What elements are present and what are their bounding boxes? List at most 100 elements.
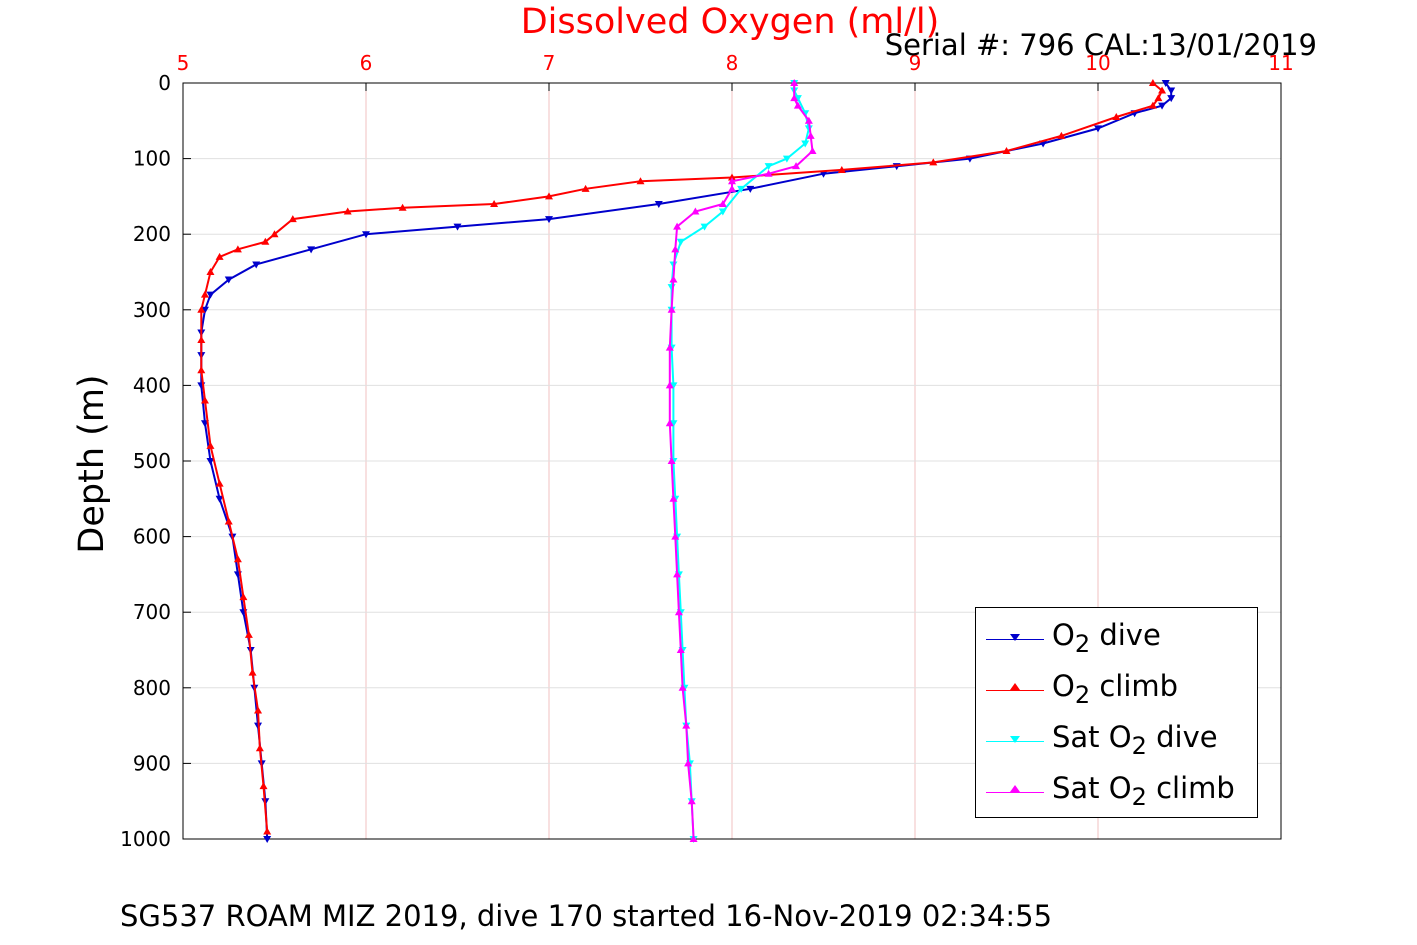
data-point xyxy=(288,215,297,223)
data-point xyxy=(837,165,846,173)
data-series xyxy=(197,79,1176,843)
data-point xyxy=(678,683,687,691)
chart-title: Dissolved Oxygen (ml/l) xyxy=(520,2,940,42)
y-tick-label: 200 xyxy=(133,222,171,246)
data-point xyxy=(215,495,224,503)
data-point xyxy=(233,555,242,563)
y-tick-label: 600 xyxy=(133,525,171,549)
data-point xyxy=(1112,113,1121,121)
legend-label: O2 dive xyxy=(1052,618,1161,658)
data-point xyxy=(669,420,678,428)
chart-subtitle: Serial #: 796 CAL:13/01/2019 xyxy=(884,28,1317,62)
data-point xyxy=(581,184,590,192)
data-point xyxy=(728,184,736,192)
data-point xyxy=(792,162,801,170)
legend-item: O2 dive xyxy=(976,612,1257,660)
y-axis-label: Depth (m) xyxy=(72,374,112,554)
data-point xyxy=(255,744,264,752)
data-point xyxy=(254,706,263,714)
y-tick-label: 400 xyxy=(133,373,171,397)
series-line xyxy=(200,82,1164,832)
y-axis-ticks: 0 100 200 300 400 500 600 700 800 900 1000 xyxy=(120,71,191,851)
data-point xyxy=(676,646,685,653)
data-point xyxy=(687,797,696,805)
data-point xyxy=(728,173,736,181)
data-point xyxy=(674,608,683,616)
data-point xyxy=(200,290,209,298)
y-tick-label: 100 xyxy=(133,147,171,171)
data-point xyxy=(263,827,272,835)
data-point xyxy=(259,782,268,790)
data-point xyxy=(669,382,678,390)
data-point xyxy=(215,252,224,260)
legend-item: Sat O2 dive xyxy=(976,714,1257,762)
legend-marker-icon xyxy=(1010,736,1020,743)
data-point xyxy=(801,140,810,148)
data-point xyxy=(343,207,352,215)
legend-marker-icon xyxy=(1010,634,1020,641)
legend-item: O2 climb xyxy=(976,663,1257,711)
y-tick-label: 900 xyxy=(133,751,171,775)
data-point xyxy=(252,261,261,269)
data-point xyxy=(790,79,799,86)
data-point xyxy=(667,284,676,292)
x-tick-label: 9 xyxy=(909,51,922,75)
data-point xyxy=(684,759,693,767)
data-point xyxy=(669,494,678,502)
series-group xyxy=(197,79,1167,835)
data-point xyxy=(654,200,663,208)
data-point xyxy=(718,199,727,207)
data-point xyxy=(691,207,700,215)
data-point xyxy=(200,396,209,404)
x-tick-label: 11 xyxy=(1268,51,1293,75)
y-tick-label: 700 xyxy=(133,600,171,624)
data-point xyxy=(673,570,682,578)
data-point xyxy=(673,222,682,230)
data-point xyxy=(206,268,215,275)
data-point xyxy=(545,216,553,224)
data-point xyxy=(453,223,462,231)
data-point xyxy=(362,231,370,239)
data-point xyxy=(244,630,253,638)
legend-label: O2 climb xyxy=(1052,669,1179,709)
data-point xyxy=(806,131,815,139)
data-point xyxy=(200,306,209,314)
data-point xyxy=(206,291,215,299)
data-point xyxy=(233,245,242,253)
legend-label: Sat O2 dive xyxy=(1052,720,1218,760)
data-point xyxy=(1167,87,1176,95)
data-point xyxy=(667,305,676,313)
data-point xyxy=(808,147,817,155)
data-point xyxy=(1148,79,1157,86)
data-point xyxy=(728,177,736,185)
data-point xyxy=(1161,80,1170,87)
data-point xyxy=(746,185,755,193)
series-group xyxy=(665,79,817,842)
x-axis-ticks: 5 6 7 8 9 10 11 xyxy=(177,51,1294,91)
legend-marker-icon xyxy=(1010,785,1020,792)
legend-label: Sat O2 climb xyxy=(1052,771,1235,811)
data-point xyxy=(764,169,773,177)
data-point xyxy=(197,366,206,374)
x-tick-label: 5 xyxy=(177,51,190,75)
data-point xyxy=(793,101,802,109)
data-point xyxy=(804,116,813,124)
y-tick-label: 1000 xyxy=(120,827,171,851)
data-point xyxy=(665,419,674,427)
data-point xyxy=(197,336,206,344)
data-point xyxy=(1094,125,1102,133)
chart-footer: SG537 ROAM MIZ 2019, dive 170 started 16… xyxy=(120,899,1053,933)
data-point xyxy=(490,199,499,207)
data-point xyxy=(929,158,938,166)
x-tick-label: 10 xyxy=(1085,51,1110,75)
data-point xyxy=(671,245,680,253)
data-point xyxy=(665,343,674,351)
data-point xyxy=(206,458,215,465)
x-tick-label: 8 xyxy=(726,51,739,75)
data-point xyxy=(667,457,676,464)
data-point xyxy=(793,95,802,103)
y-tick-label: 500 xyxy=(133,449,171,473)
data-point xyxy=(1154,94,1163,102)
data-point xyxy=(682,721,691,729)
